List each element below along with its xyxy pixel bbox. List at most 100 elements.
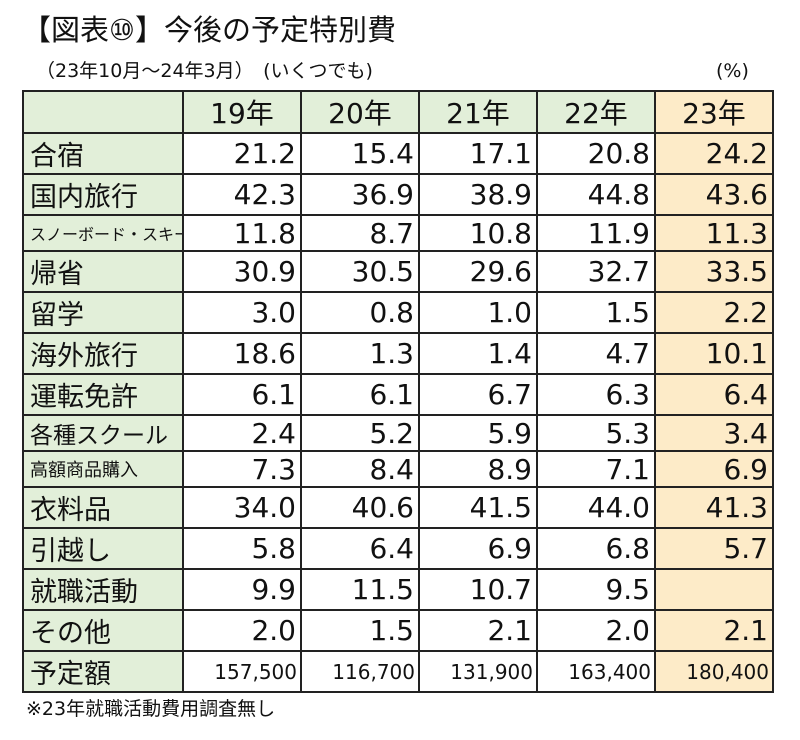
value-cell: 33.5: [654, 250, 774, 293]
value-cell: 2.1: [418, 609, 538, 652]
chart-subtitle: （23年10月～24年3月） (いくつでも): [36, 60, 373, 82]
value-cell: 6.8: [536, 527, 656, 570]
table-row: 高額商品購入 7.3 8.4 8.9 7.1 6.9: [22, 450, 774, 488]
value-cell: 10.1: [654, 332, 774, 375]
value-cell: 2.0: [182, 609, 302, 652]
value-cell: 43.6: [654, 173, 774, 216]
value-cell: 6.1: [182, 373, 302, 416]
value-cell: 5.8: [182, 527, 302, 570]
value-cell: 44.8: [536, 173, 656, 216]
column-header: 22年: [536, 90, 656, 134]
table-row: 引越し 5.8 6.4 6.9 6.8 5.7: [22, 527, 774, 570]
value-cell: 6.4: [300, 527, 420, 570]
column-header: 20年: [300, 90, 420, 134]
value-cell: 40.6: [300, 486, 420, 529]
value-cell: 38.9: [418, 173, 538, 216]
table-row: 留学 3.0 0.8 1.0 1.5 2.2: [22, 291, 774, 334]
value-cell: 17.1: [418, 132, 538, 175]
value-cell: 42.3: [182, 173, 302, 216]
row-label: 海外旅行: [22, 332, 184, 375]
row-label: 引越し: [22, 527, 184, 570]
value-cell: 41.3: [654, 486, 774, 529]
value-cell: 44.0: [536, 486, 656, 529]
value-cell: 7.3: [182, 450, 302, 488]
value-cell: 6.9: [418, 527, 538, 570]
value-cell: 11.9: [536, 214, 656, 252]
value-cell: 3.4: [654, 414, 774, 452]
value-cell: 11.8: [182, 214, 302, 252]
value-cell: 34.0: [182, 486, 302, 529]
value-cell: 6.1: [300, 373, 420, 416]
value-cell: 116,700: [300, 650, 420, 693]
table-row: 帰省 30.9 30.5 29.6 32.7 33.5: [22, 250, 774, 293]
row-label: 留学: [22, 291, 184, 334]
value-cell: [654, 568, 774, 611]
value-cell: 11.5: [300, 568, 420, 611]
value-cell: 6.3: [536, 373, 656, 416]
table-row: 運転免許 6.1 6.1 6.7 6.3 6.4: [22, 373, 774, 416]
row-label: 合宿: [22, 132, 184, 175]
value-cell: 5.7: [654, 527, 774, 570]
value-cell: 15.4: [300, 132, 420, 175]
value-cell: 1.3: [300, 332, 420, 375]
total-row: 予定額 157,500 116,700 131,900 163,400 180,400: [22, 650, 774, 693]
table-row: 各種スクール 2.4 5.2 5.9 5.3 3.4: [22, 414, 774, 452]
value-cell: 6.4: [654, 373, 774, 416]
value-cell: 18.6: [182, 332, 302, 375]
value-cell: 8.7: [300, 214, 420, 252]
value-cell: 3.0: [182, 291, 302, 334]
value-cell: 157,500: [182, 650, 302, 693]
value-cell: 5.2: [300, 414, 420, 452]
value-cell: 36.9: [300, 173, 420, 216]
value-cell: 180,400: [654, 650, 774, 693]
chart-title: 【図表⑩】今後の予定特別費: [22, 13, 396, 47]
value-cell: 11.3: [654, 214, 774, 252]
table-row: 合宿 21.2 15.4 17.1 20.8 24.2: [22, 132, 774, 175]
header-row: 19年 20年 21年 22年 23年: [22, 90, 774, 134]
value-cell: 32.7: [536, 250, 656, 293]
column-header-highlight: 23年: [654, 90, 774, 134]
value-cell: 21.2: [182, 132, 302, 175]
table-row: 国内旅行 42.3 36.9 38.9 44.8 43.6: [22, 173, 774, 216]
value-cell: 1.0: [418, 291, 538, 334]
table-row: 衣料品 34.0 40.6 41.5 44.0 41.3: [22, 486, 774, 529]
value-cell: 6.7: [418, 373, 538, 416]
table-row: スノーボード・スキー 11.8 8.7 10.8 11.9 11.3: [22, 214, 774, 252]
value-cell: 8.4: [300, 450, 420, 488]
value-cell: 1.4: [418, 332, 538, 375]
row-label: 予定額: [22, 650, 184, 693]
value-cell: 2.1: [654, 609, 774, 652]
value-cell: 6.9: [654, 450, 774, 488]
table-row: 海外旅行 18.6 1.3 1.4 4.7 10.1: [22, 332, 774, 375]
value-cell: 9.9: [182, 568, 302, 611]
value-cell: 1.5: [536, 291, 656, 334]
row-label: 衣料品: [22, 486, 184, 529]
row-label: スノーボード・スキー: [22, 214, 184, 252]
value-cell: 7.1: [536, 450, 656, 488]
table-body: 合宿 21.2 15.4 17.1 20.8 24.2 国内旅行 42.3 36.9 38.9 44…: [22, 132, 774, 693]
column-header: 21年: [418, 90, 538, 134]
column-header: 19年: [182, 90, 302, 134]
value-cell: 2.0: [536, 609, 656, 652]
value-cell: 163,400: [536, 650, 656, 693]
row-label: 国内旅行: [22, 173, 184, 216]
footnote: ※23年就職活動費用調査無し: [26, 698, 276, 720]
value-cell: 8.9: [418, 450, 538, 488]
value-cell: 30.9: [182, 250, 302, 293]
row-label: 各種スクール: [22, 414, 184, 452]
value-cell: 41.5: [418, 486, 538, 529]
value-cell: 10.8: [418, 214, 538, 252]
value-cell: 5.9: [418, 414, 538, 452]
row-label: 就職活動: [22, 568, 184, 611]
row-label: 帰省: [22, 250, 184, 293]
value-cell: 1.5: [300, 609, 420, 652]
row-label: 高額商品購入: [22, 450, 184, 488]
value-cell: 10.7: [418, 568, 538, 611]
value-cell: 5.3: [536, 414, 656, 452]
value-cell: 24.2: [654, 132, 774, 175]
value-cell: 2.2: [654, 291, 774, 334]
value-cell: 29.6: [418, 250, 538, 293]
value-cell: 2.4: [182, 414, 302, 452]
table-row: その他 2.0 1.5 2.1 2.0 2.1: [22, 609, 774, 652]
data-table: 19年 20年 21年 22年 23年 合宿 21.2 15.4 17.1 20.8 24…: [22, 90, 774, 693]
